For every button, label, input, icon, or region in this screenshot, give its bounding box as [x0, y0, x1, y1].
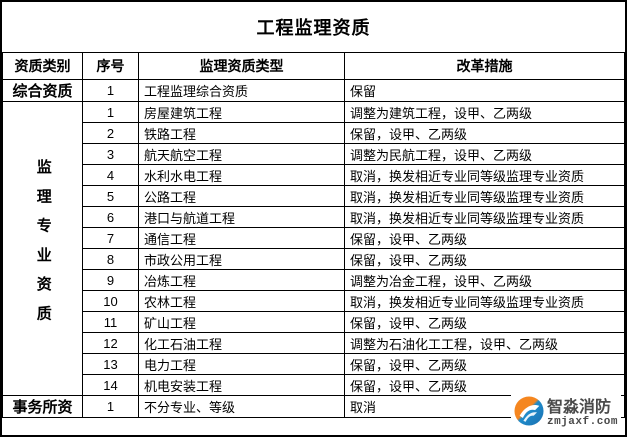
table-header-row: 资质类别 序号 监理资质类型 改革措施 [2, 52, 625, 80]
row-number-cell: 14 [82, 374, 139, 396]
reform-measure-cell: 调整为建筑工程，设甲、乙两级 [344, 101, 625, 123]
row-number-cell: 9 [82, 269, 139, 291]
column-header: 资质类别 [2, 52, 83, 80]
column-header: 改革措施 [344, 52, 625, 80]
qualification-type-cell: 矿山工程 [138, 311, 345, 333]
row-number-cell: 11 [82, 311, 139, 333]
reform-measure-cell: 调整为石油化工工程，设甲、乙两级 [344, 332, 625, 354]
category-cell: 事务所资 [2, 395, 83, 418]
table-row: 13 电力工程 保留，设甲、乙两级 [3, 353, 625, 375]
watermark-url: zmjaxf.com [546, 416, 618, 429]
qualification-type-cell: 通信工程 [138, 227, 345, 249]
reform-measure-cell: 取消，换发相近专业同等级监理专业资质 [344, 206, 625, 228]
qualification-type-cell: 冶炼工程 [138, 269, 345, 291]
table-row: 7 通信工程 保留，设甲、乙两级 [3, 227, 625, 249]
table-row: 14 机电安装工程 保留，设甲、乙两级 [3, 374, 625, 396]
qualification-type-cell: 电力工程 [138, 353, 345, 375]
qualification-type-cell: 农林工程 [138, 290, 345, 312]
qualification-type-cell: 不分专业、等级 [138, 395, 345, 418]
qualification-type-cell: 机电安装工程 [138, 374, 345, 396]
row-number-cell: 7 [82, 227, 139, 249]
row-number-cell: 13 [82, 353, 139, 375]
qualification-type-cell: 航天航空工程 [138, 143, 345, 165]
table-row: 4 水利水电工程 取消，换发相近专业同等级监理专业资质 [3, 164, 625, 186]
qualification-type-cell: 铁路工程 [138, 122, 345, 144]
table-row: 11 矿山工程 保留，设甲、乙两级 [3, 311, 625, 333]
zhimiao-fire-logo-icon [514, 396, 544, 431]
table-row: 2 铁路工程 保留，设甲、乙两级 [3, 122, 625, 144]
qualification-type-cell: 水利水电工程 [138, 164, 345, 186]
qualification-type-cell: 工程监理综合资质 [138, 79, 345, 102]
row-number-cell: 12 [82, 332, 139, 354]
category-cell: 监理专业资质 [2, 101, 83, 396]
reform-measure-cell: 保留，设甲、乙两级 [344, 311, 625, 333]
row-number-cell: 6 [82, 206, 139, 228]
table-row: 5 公路工程 取消，换发相近专业同等级监理专业资质 [3, 185, 625, 207]
table-row: 综合资质 1 工程监理综合资质 保留 [2, 79, 625, 102]
table-row: 12 化工石油工程 调整为石油化工工程，设甲、乙两级 [3, 332, 625, 354]
table-row: 10 农林工程 取消，换发相近专业同等级监理专业资质 [3, 290, 625, 312]
row-number-cell: 1 [82, 101, 139, 123]
qualification-type-cell: 房屋建筑工程 [138, 101, 345, 123]
reform-measure-cell: 保留，设甲、乙两级 [344, 248, 625, 270]
page-title: 工程监理资质 [256, 18, 371, 38]
row-number-cell: 5 [82, 185, 139, 207]
row-number-cell: 1 [82, 79, 139, 102]
reform-measure-cell: 调整为冶金工程，设甲、乙两级 [344, 269, 625, 291]
reform-measure-cell: 保留，设甲、乙两级 [344, 374, 625, 396]
table-row: 8 市政公用工程 保留，设甲、乙两级 [3, 248, 625, 270]
row-number-cell: 4 [82, 164, 139, 186]
reform-measure-cell: 取消，换发相近专业同等级监理专业资质 [344, 164, 625, 186]
table-row: 6 港口与航道工程 取消，换发相近专业同等级监理专业资质 [3, 206, 625, 228]
qualification-type-cell: 公路工程 [138, 185, 345, 207]
qualification-type-cell: 化工石油工程 [138, 332, 345, 354]
reform-measure-cell: 保留 [344, 79, 625, 102]
row-number-cell: 1 [82, 395, 139, 418]
row-number-cell: 8 [82, 248, 139, 270]
row-number-cell: 3 [82, 143, 139, 165]
reform-measure-cell: 取消，换发相近专业同等级监理专业资质 [344, 290, 625, 312]
reform-measure-cell: 取消，换发相近专业同等级监理专业资质 [344, 185, 625, 207]
reform-measure-cell: 保留，设甲、乙两级 [344, 227, 625, 249]
category-vertical-label: 监理专业资质 [34, 158, 52, 335]
reform-measure-cell: 保留，设甲、乙两级 [344, 353, 625, 375]
table-row: 监理专业资质 1 房屋建筑工程 调整为建筑工程，设甲、乙两级 [2, 101, 625, 396]
qualification-type-cell: 港口与航道工程 [138, 206, 345, 228]
qualification-type-cell: 市政公用工程 [138, 248, 345, 270]
reform-measure-cell: 保留，设甲、乙两级 [344, 122, 625, 144]
column-header: 监理资质类型 [138, 52, 345, 80]
watermark-brand: 智淼消防 [546, 398, 611, 416]
category-cell: 综合资质 [2, 79, 83, 102]
row-number-cell: 10 [82, 290, 139, 312]
table-row: 9 冶炼工程 调整为冶金工程，设甲、乙两级 [3, 269, 625, 291]
column-header: 序号 [82, 52, 139, 80]
qualification-table: 资质类别 序号 监理资质类型 改革措施 综合资质 1 工程监理综合资质 保留 监理专业资质 1 房… [2, 52, 625, 418]
watermark: 智淼消防 zmjaxf.com [510, 395, 621, 432]
reform-measure-cell: 调整为民航工程，设甲、乙两级 [344, 143, 625, 165]
row-number-cell: 2 [82, 122, 139, 144]
table-row: 3 航天航空工程 调整为民航工程，设甲、乙两级 [3, 143, 625, 165]
